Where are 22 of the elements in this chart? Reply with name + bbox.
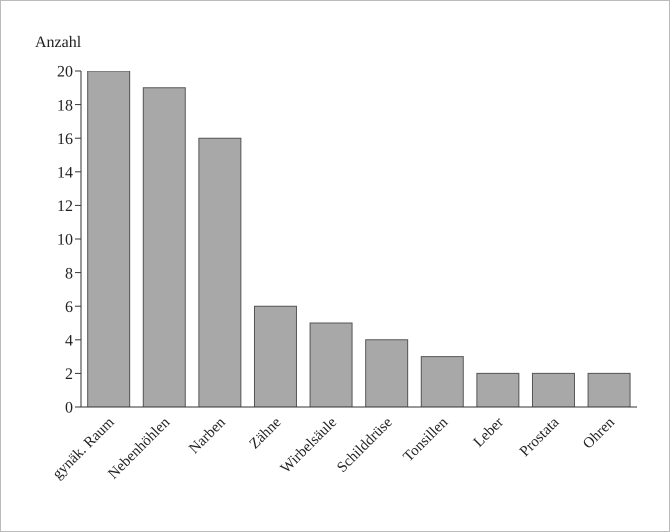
y-tick-label: 12: [57, 198, 73, 216]
bar: [476, 372, 520, 407]
y-tick-label: 4: [65, 332, 73, 350]
y-tick-label: 18: [57, 97, 73, 114]
y-tick-label: 2: [65, 366, 73, 384]
bar: [532, 372, 575, 407]
bar: [254, 306, 297, 407]
bar: [142, 87, 186, 407]
bar: [87, 71, 130, 407]
y-axis-title: Anzahl: [35, 34, 82, 51]
y-tick-label: 8: [65, 265, 73, 282]
bar: [588, 372, 631, 407]
y-tick-label: 10: [57, 232, 73, 249]
y-tick-label: 14: [57, 164, 73, 182]
bar: [420, 356, 464, 407]
y-tick-label: 16: [57, 130, 73, 148]
bar: [310, 322, 353, 407]
y-tick-label: 20: [57, 64, 73, 81]
bar: [365, 339, 408, 407]
bar: [198, 138, 242, 407]
y-tick-label: 6: [65, 298, 73, 316]
y-tick-label: 0: [65, 400, 73, 417]
